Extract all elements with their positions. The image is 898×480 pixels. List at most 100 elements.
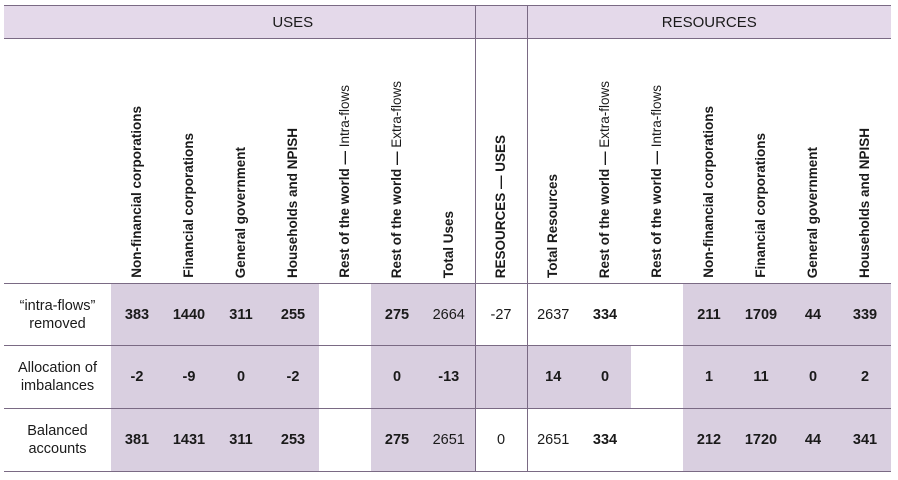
table-cell: 0 [474,408,527,472]
row-label-line1: “intra-flows” [19,297,96,314]
table-cell: 334 [579,408,631,472]
table-cell: 1431 [163,408,215,472]
balance-table: USES RESOURCES Non-financial corporation… [4,5,891,472]
column-header-label: Rest of the world — Extra-flows [389,73,405,278]
column-header-label: Rest of the world — Intra-flows [649,77,665,278]
group-header-resources: RESOURCES [526,5,891,39]
row-label: “intra-flows” removed [4,283,111,346]
group-header-row: USES RESOURCES [4,5,891,39]
table-cell: 339 [839,283,891,346]
column-header-label: RESOURCES — USES [493,134,508,278]
row-label: Balanced accounts [4,408,111,472]
column-header-label: Total Uses [440,210,456,278]
table-cell: 383 [111,283,163,346]
column-header-label: Non-financial corporations [129,106,144,278]
table-cell: 2 [839,345,891,409]
table-row: Allocation of imbalances -2 -9 0 -2 0 -13… [4,345,891,409]
column-header: General government [215,39,267,284]
table-row: Balanced accounts 381 1431 311 253 275 26… [4,408,891,472]
column-header: RESOURCES — USES [474,38,527,284]
table-cell [631,345,683,409]
column-header: Financial corporations [735,39,787,284]
row-label: Allocation of imbalances [4,345,111,409]
group-header-middle [474,5,527,39]
column-header-label-main: Rest of the world — [337,147,352,278]
column-header-label: Rest of the world — Intra-flows [337,77,353,278]
column-header: Rest of the world — Extra-flows [579,39,631,284]
table-cell: -13 [423,345,475,409]
table-cell [631,283,683,346]
column-header: General government [787,39,839,284]
column-header: Financial corporations [163,39,215,284]
row-label-line2: accounts [28,441,87,457]
column-header: Rest of the world — Extra-flows [371,39,423,284]
table-cell: 253 [267,408,319,472]
table-row: “intra-flows” removed 383 1440 311 255 27… [4,283,891,346]
column-header: Non-financial corporations [111,39,163,284]
table-cell: 2637 [526,283,579,346]
table-cell: 11 [735,345,787,409]
table-cell: 275 [371,283,423,346]
table-cell [319,283,371,346]
column-header: Non-financial corporations [683,39,735,284]
column-header-label: Financial corporations [181,133,196,278]
table-cell: 0 [787,345,839,409]
column-header-label: General government [233,146,248,278]
column-header-label: Total Resources [545,173,561,278]
group-header-blank [4,5,111,39]
row-label-line2: removed [29,315,86,332]
column-header-blank [4,39,111,284]
table-cell: -9 [163,345,215,409]
table-cell: 14 [526,345,579,409]
table-cell: 334 [579,283,631,346]
table-cell: 2651 [423,408,475,472]
table-cell: 341 [839,408,891,472]
table-cell: -2 [111,345,163,409]
table-cell [474,345,527,409]
table-cell: 2664 [423,283,475,346]
column-header-label: Non-financial corporations [701,106,716,278]
table-cell: -2 [267,345,319,409]
column-header: Rest of the world — Intra-flows [631,39,683,284]
table-cell: 212 [683,408,735,472]
row-label-line1: Balanced [27,423,88,439]
column-header: Households and NPISH [839,39,891,284]
row-label-line2: imbalances [20,378,95,394]
column-header: Rest of the world — Intra-flows [319,39,371,284]
table-cell: 255 [267,283,319,346]
table-cell: 0 [371,345,423,409]
column-header: Households and NPISH [267,39,319,284]
table-cell: 0 [215,345,267,409]
column-header-row: Non-financial corporations Financial cor… [4,38,891,284]
table-cell: 2651 [526,408,579,472]
table-cell [319,345,371,409]
column-header-label: Financial corporations [753,133,768,278]
column-header-label: General government [805,146,820,278]
column-header-label-sub: Extra-flows [389,80,404,148]
balance-table-container: USES RESOURCES Non-financial corporation… [4,5,891,472]
table-cell: 275 [371,408,423,472]
column-header-label-sub: Intra-flows [337,85,352,148]
column-header-label-main: Rest of the world — [649,147,664,278]
column-header-label-main: Rest of the world — [389,147,404,278]
table-cell: 381 [111,408,163,472]
column-header-label-sub: Extra-flows [597,80,612,148]
table-cell [319,408,371,472]
column-header-label: Rest of the world — Extra-flows [597,73,613,278]
row-label-line1: Allocation of [18,360,97,376]
column-header: Total Resources [526,38,579,284]
table-cell: 311 [215,283,267,346]
column-header: Total Uses [423,39,475,284]
table-cell: -27 [474,283,527,346]
column-header-label: Households and NPISH [857,127,872,278]
table-cell: 1440 [163,283,215,346]
group-header-uses: USES [111,5,475,39]
table-cell: 44 [787,283,839,346]
column-header-label-sub: Intra-flows [649,85,664,148]
table-cell: 1709 [735,283,787,346]
table-cell: 211 [683,283,735,346]
column-header-label-main: Rest of the world — [597,147,612,278]
table-cell: 44 [787,408,839,472]
table-cell: 0 [579,345,631,409]
column-header-label: Households and NPISH [285,127,300,278]
